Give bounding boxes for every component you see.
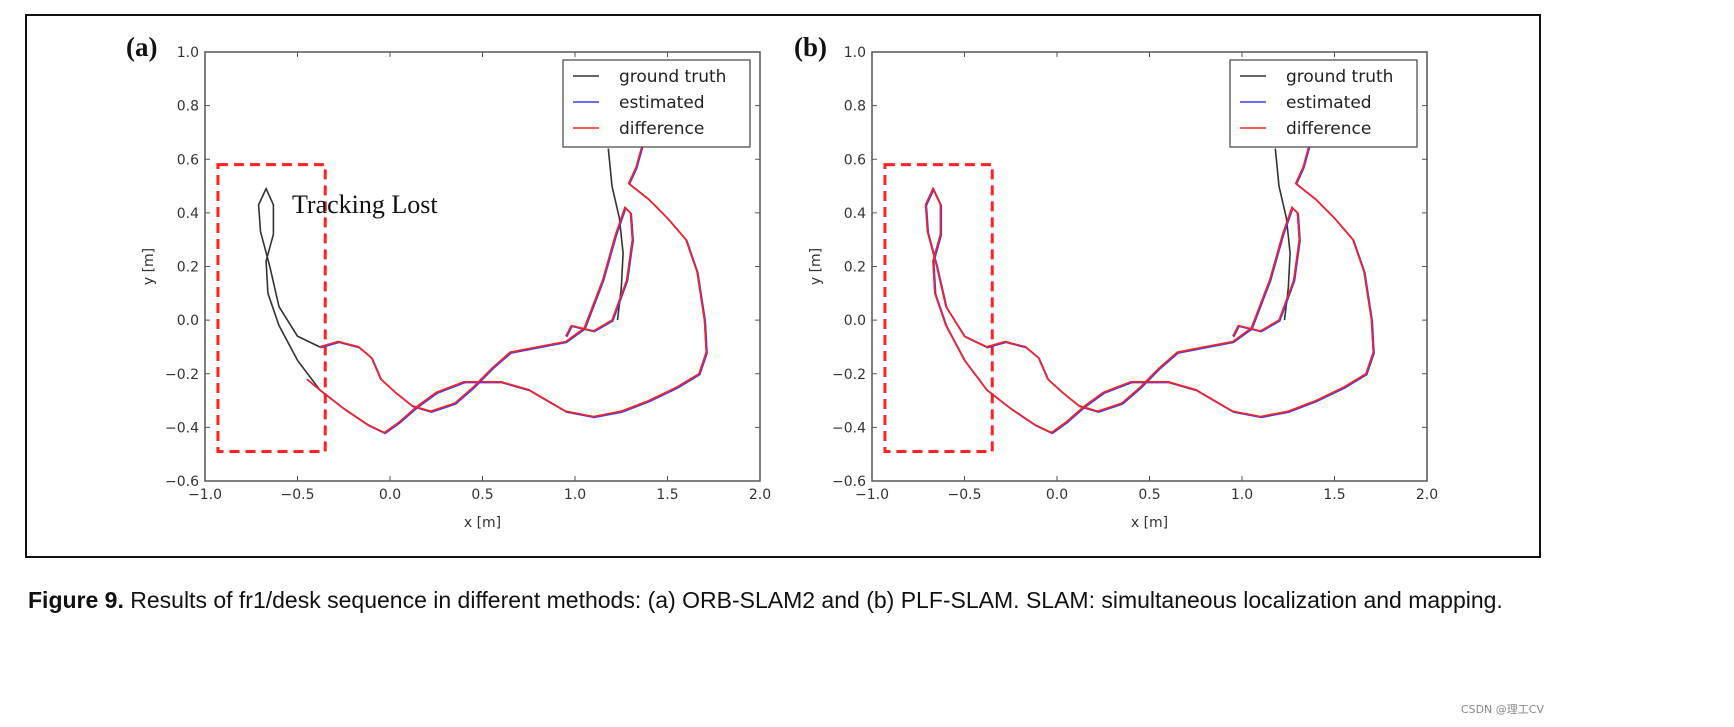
legend-box — [562, 59, 751, 148]
y-tick-label: 0.0 — [177, 313, 199, 329]
y-tick-label: 0.0 — [844, 313, 866, 329]
y-tick-label: 1.0 — [177, 45, 199, 61]
x-tick-label: 2.0 — [749, 487, 771, 503]
x-tick-label: 1.5 — [656, 487, 678, 503]
tracking-lost-box — [883, 163, 994, 454]
y-tick-label: 0.8 — [177, 99, 199, 115]
y-tick-label: −0.4 — [832, 420, 866, 436]
x-tick-label: 1.5 — [1323, 487, 1345, 503]
y-tick-label: 0.4 — [177, 206, 199, 222]
legend-entry: estimated — [619, 93, 705, 113]
panel-label-b: (b) — [794, 32, 827, 62]
x-tick-label: −0.5 — [948, 487, 982, 503]
y-tick-label: 0.6 — [177, 152, 199, 168]
legend-entry: ground truth — [619, 67, 726, 87]
x-tick-label: 0.0 — [1046, 487, 1068, 503]
legend-box — [1229, 59, 1418, 148]
x-tick-label: 0.5 — [1138, 487, 1160, 503]
difference-line — [924, 140, 1375, 434]
x-tick-label: 2.0 — [1416, 487, 1438, 503]
caption-label: Figure 9. — [28, 587, 124, 613]
tracking-lost-box — [216, 163, 327, 454]
y-tick-label: 0.6 — [844, 152, 866, 168]
y-tick-label: 0.8 — [844, 99, 866, 115]
y-tick-label: 0.4 — [844, 206, 866, 222]
legend-entry: difference — [619, 119, 704, 139]
y-axis-label: y [m] — [141, 248, 157, 285]
y-tick-label: −0.2 — [832, 367, 866, 383]
panel-label-a: (a) — [126, 32, 158, 62]
x-axis-label: x [m] — [464, 515, 501, 531]
y-tick-label: 0.2 — [844, 260, 866, 276]
x-tick-label: 0.0 — [379, 487, 401, 503]
figure-caption: Figure 9. Results of fr1/desk sequence i… — [28, 584, 1548, 617]
estimated-line — [307, 141, 708, 435]
y-tick-label: −0.2 — [165, 367, 199, 383]
ground-truth-line — [607, 148, 624, 321]
y-tick-label: −0.4 — [165, 420, 199, 436]
x-tick-label: 1.0 — [564, 487, 586, 503]
y-tick-label: 1.0 — [844, 45, 866, 61]
x-tick-label: 1.0 — [1231, 487, 1253, 503]
x-tick-label: −0.5 — [281, 487, 315, 503]
watermark: CSDN @理工CV — [1460, 703, 1544, 716]
x-tick-label: −1.0 — [855, 487, 889, 503]
tracking-lost-annotation: Tracking Lost — [292, 190, 438, 219]
figure-frame — [25, 14, 1541, 558]
legend-entry: ground truth — [1286, 67, 1393, 87]
x-tick-label: 0.5 — [471, 487, 493, 503]
plots-canvas: −1.0 −0.5 0.0 0.5 1.0 1.5 2.0 −0.6 −0.4 −0.2 0.0 0.… — [141, 45, 1438, 531]
chart-a: −1.0 −0.5 0.0 0.5 1.0 1.5 2.0 −0.6 −0.4 −0.2 0.0 0.… — [141, 45, 771, 531]
legend-entry: difference — [1286, 119, 1371, 139]
y-tick-label: −0.6 — [832, 474, 866, 490]
ground-truth-line — [1274, 148, 1291, 321]
y-axis-label: y [m] — [808, 248, 824, 285]
y-tick-label: −0.6 — [165, 474, 199, 490]
legend-entry: estimated — [1286, 93, 1372, 113]
caption-text: Results of fr1/desk sequence in differen… — [123, 587, 1503, 613]
difference-line — [319, 206, 634, 413]
x-axis-label: x [m] — [1131, 515, 1168, 531]
difference-line — [306, 140, 708, 434]
chart-b: −1.0 −0.5 0.0 0.5 1.0 1.5 2.0 −0.6 −0.4 −0.2 0.0 0.… — [808, 45, 1438, 531]
x-tick-label: −1.0 — [188, 487, 222, 503]
y-tick-label: 0.2 — [177, 260, 199, 276]
